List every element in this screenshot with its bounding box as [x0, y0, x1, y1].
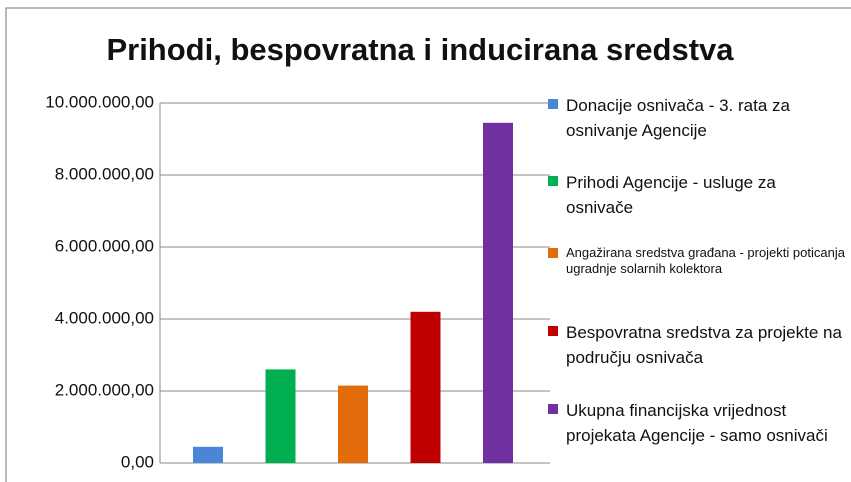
y-tick-label: 0,00 [121, 452, 154, 471]
bar [338, 385, 368, 463]
y-tick-label: 6.000.000,00 [55, 236, 154, 255]
y-tick-label: 4.000.000,00 [55, 308, 154, 327]
legend-swatch [548, 176, 558, 186]
legend-label: Angažirana sredstva građana - projekti p… [566, 245, 845, 276]
legend-entry: Ukupna financijska vrijednost projekata … [548, 398, 846, 448]
bar [410, 311, 441, 463]
legend-label: Prihodi Agencije - usluge za osnivače [566, 173, 776, 217]
legend-swatch [548, 404, 558, 414]
frame [5, 7, 851, 482]
legend-entry: Angažirana sredstva građana - projekti p… [548, 245, 846, 277]
legend-swatch [548, 248, 558, 258]
y-tick-label: 2.000.000,00 [55, 380, 154, 399]
legend-swatch [548, 99, 558, 109]
legend-label: Bespovratna sredstva za projekte na podr… [566, 323, 842, 367]
legend-label: Donacije osnivača - 3. rata za osnivanje… [566, 96, 790, 140]
y-tick-label: 10.000.000,00 [45, 92, 154, 111]
chart-title: Prihodi, bespovratna i inducirana sredst… [106, 32, 734, 67]
bar [483, 122, 513, 464]
bar [265, 369, 296, 463]
legend-entry: Bespovratna sredstva za projekte na podr… [548, 320, 846, 370]
legend-label: Ukupna financijska vrijednost projekata … [566, 401, 828, 445]
legend-entry: Prihodi Agencije - usluge za osnivače [548, 170, 846, 220]
y-tick-label: 8.000.000,00 [55, 164, 154, 183]
legend-entry: Donacije osnivača - 3. rata za osnivanje… [548, 93, 846, 143]
bar [193, 446, 223, 463]
legend-swatch [548, 326, 558, 336]
